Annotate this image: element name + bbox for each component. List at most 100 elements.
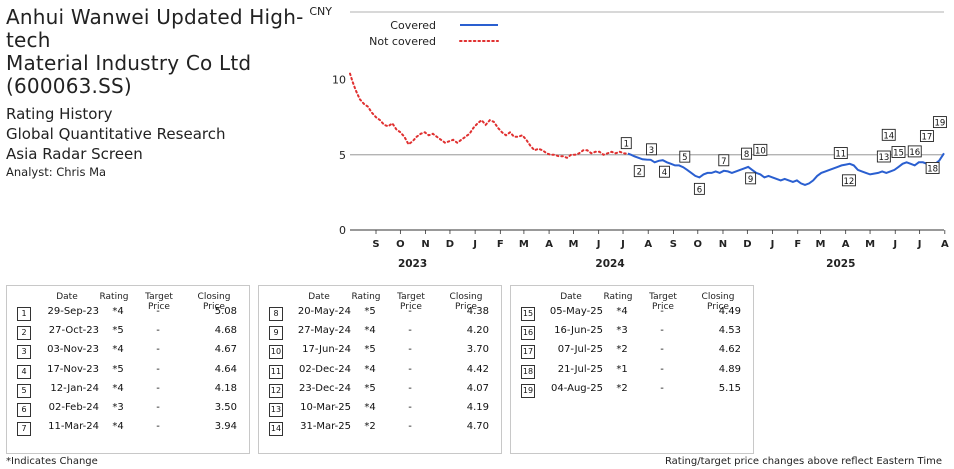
rating-marker — [891, 146, 906, 158]
row-target-price: - — [408, 325, 412, 337]
row-rating: *4 — [364, 402, 376, 413]
row-index: 13 — [269, 403, 283, 417]
row-target-price: - — [408, 344, 412, 356]
table-header: Date Rating Target Price Closing Price — [7, 292, 249, 314]
rating-marker — [753, 143, 768, 156]
rating-marker — [745, 172, 757, 185]
y-axis-label: CNY — [309, 5, 332, 18]
row-date: 27-May-24 — [297, 325, 351, 337]
x-tick-label: J — [917, 239, 922, 250]
rating-marker-label: 14 — [883, 131, 894, 141]
row-target-price: - — [408, 363, 412, 375]
row-date: 04-Aug-25 — [551, 382, 603, 394]
rating-marker-label: 13 — [878, 153, 889, 163]
table-row: 15 05-May-25 *4 - 4.49 — [511, 304, 753, 322]
header-rating: Rating — [351, 292, 381, 302]
row-closing-price: 4.62 — [718, 344, 741, 356]
screen-name: Asia Radar Screen — [6, 145, 143, 163]
rating-marker-label: 7 — [721, 157, 726, 167]
table-row: 12 23-Dec-24 *5 - 4.07 — [259, 381, 501, 399]
row-rating: *5 — [112, 325, 124, 337]
rating-marker-label: 18 — [927, 164, 938, 174]
y-tick-label: 0 — [339, 224, 346, 237]
table-header: Date Rating Target Price Closing Price — [259, 292, 501, 314]
row-index: 7 — [17, 422, 31, 437]
rating-table-3: Date Rating Target Price Closing Price 15 05-… — [510, 285, 754, 454]
x-tick-label: D — [446, 239, 454, 250]
row-rating: *4 — [112, 421, 124, 433]
x-tick-label: N — [421, 239, 429, 250]
row-rating: *4 — [112, 344, 124, 356]
row-date: 05-May-25 — [549, 306, 603, 317]
row-date: 31-Mar-25 — [300, 421, 351, 433]
row-index: 6 — [17, 403, 31, 417]
y-tick-label: 5 — [339, 149, 346, 162]
row-closing-price: 4.89 — [718, 363, 741, 375]
x-tick-label: O — [396, 239, 405, 250]
row-target-price: - — [156, 402, 160, 413]
row-target-price: - — [408, 402, 412, 413]
legend-covered-label: Covered — [390, 19, 436, 32]
footnote-time: Rating/target price changes above reflec… — [664, 456, 942, 467]
row-rating: *4 — [364, 363, 376, 375]
rating-marker — [907, 145, 922, 158]
row-rating: *5 — [364, 382, 376, 394]
header-date: Date — [308, 292, 330, 302]
row-closing-price: 4.53 — [718, 325, 741, 337]
row-index: 5 — [17, 383, 31, 398]
rating-marker-label: 10 — [755, 146, 766, 156]
row-closing-price: 4.68 — [214, 325, 237, 337]
row-target-price: - — [156, 421, 160, 433]
table-row: 17 07-Jul-25 *2 - 4.62 — [511, 342, 753, 360]
row-index: 9 — [269, 326, 283, 341]
table-header: Date Rating Target Price Closing Price — [511, 292, 753, 314]
row-date: 07-Jul-25 — [557, 344, 603, 356]
header-target: Target Price — [145, 292, 173, 312]
row-closing-price: 4.49 — [718, 306, 741, 317]
x-tick-label: A — [941, 239, 949, 250]
x-tick-label: O — [694, 239, 703, 250]
row-rating: *4 — [616, 306, 628, 317]
x-tick-label: S — [670, 239, 677, 250]
row-closing-price: 4.67 — [214, 344, 237, 356]
x-tick-label: J — [596, 239, 601, 250]
row-date: 02-Feb-24 — [48, 402, 99, 413]
row-index: 8 — [269, 307, 283, 321]
rating-table-1: Date Rating Target Price Closing Price 1 29-S… — [6, 285, 250, 454]
row-index: 19 — [521, 383, 535, 398]
rating-marker-label: 12 — [844, 177, 855, 187]
row-closing-price: 3.94 — [214, 421, 237, 433]
x-tick-label: N — [719, 239, 727, 250]
row-rating: *3 — [112, 402, 124, 413]
x-tick-label: M — [519, 239, 529, 250]
row-rating: *4 — [112, 382, 124, 394]
table-row: 2 27-Oct-23 *5 - 4.68 — [7, 323, 249, 341]
row-rating: *2 — [616, 382, 628, 394]
row-index: 17 — [521, 345, 535, 360]
row-date: 02-Dec-24 — [298, 363, 351, 375]
row-target-price: - — [660, 325, 664, 337]
table-row: 6 02-Feb-24 *3 - 3.50 — [7, 400, 249, 418]
rating-marker-label: 1 — [624, 140, 629, 150]
row-closing-price: 3.50 — [214, 402, 237, 413]
row-date: 11-Mar-24 — [48, 421, 99, 433]
row-target-price: - — [660, 306, 664, 317]
rating-marker — [679, 150, 691, 163]
rating-marker — [925, 162, 940, 174]
rating-marker — [620, 137, 632, 150]
table-row: 13 10-Mar-25 *4 - 4.19 — [259, 400, 501, 418]
header-date: Date — [56, 292, 78, 302]
x-tick-label: J — [620, 239, 625, 250]
y-tick-label: 10 — [332, 74, 346, 87]
x-tick-label: J — [472, 239, 477, 250]
row-date: 29-Sep-23 — [47, 306, 99, 317]
x-year-label: 2025 — [826, 258, 855, 270]
rating-marker-label: 8 — [744, 150, 749, 160]
row-index: 14 — [269, 422, 283, 437]
table-row: 18 21-Jul-25 *1 - 4.89 — [511, 362, 753, 380]
rating-marker — [659, 165, 670, 178]
row-rating: *5 — [112, 363, 124, 375]
table-row: 1 29-Sep-23 *4 - 5.08 — [7, 304, 249, 322]
rating-marker-label: 2 — [637, 168, 642, 178]
row-rating: *4 — [112, 306, 124, 317]
